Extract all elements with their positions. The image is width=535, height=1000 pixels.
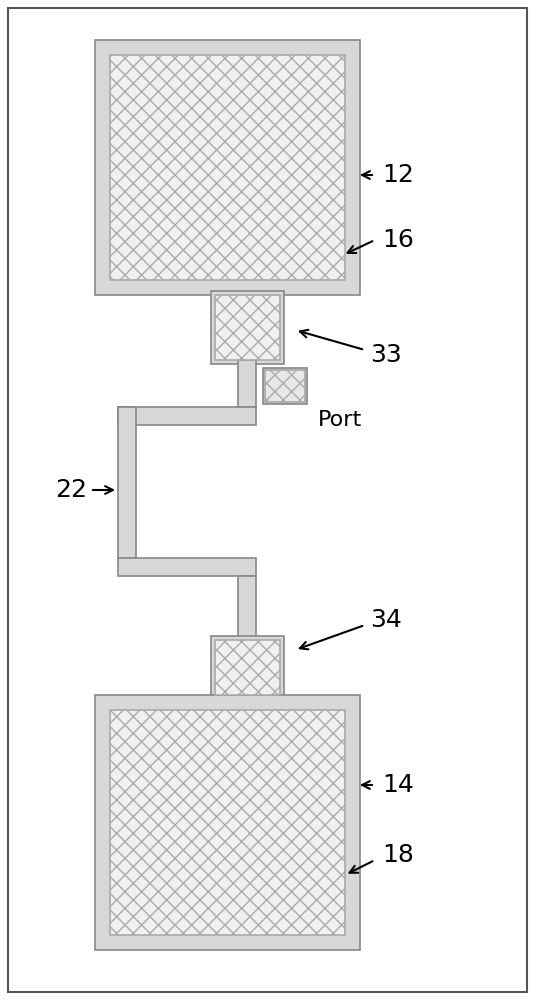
Text: 34: 34	[370, 608, 402, 632]
Text: Port: Port	[318, 410, 362, 430]
Text: 14: 14	[382, 773, 414, 797]
Bar	[238, 576, 256, 640]
Bar	[95, 695, 360, 950]
Bar	[215, 640, 280, 695]
Bar	[118, 407, 136, 558]
Bar	[110, 55, 345, 280]
Text: 18: 18	[382, 843, 414, 867]
Text: 22: 22	[55, 478, 87, 502]
Bar	[118, 407, 256, 425]
Bar	[95, 40, 360, 295]
Text: 33: 33	[370, 343, 402, 367]
Bar	[215, 295, 280, 360]
Bar	[238, 360, 256, 407]
Text: 16: 16	[382, 228, 414, 252]
Bar	[118, 558, 256, 576]
Bar	[263, 368, 307, 404]
Bar	[211, 636, 284, 699]
Bar	[110, 710, 345, 935]
Bar	[211, 291, 284, 364]
Bar	[265, 370, 305, 402]
Text: 12: 12	[382, 163, 414, 187]
